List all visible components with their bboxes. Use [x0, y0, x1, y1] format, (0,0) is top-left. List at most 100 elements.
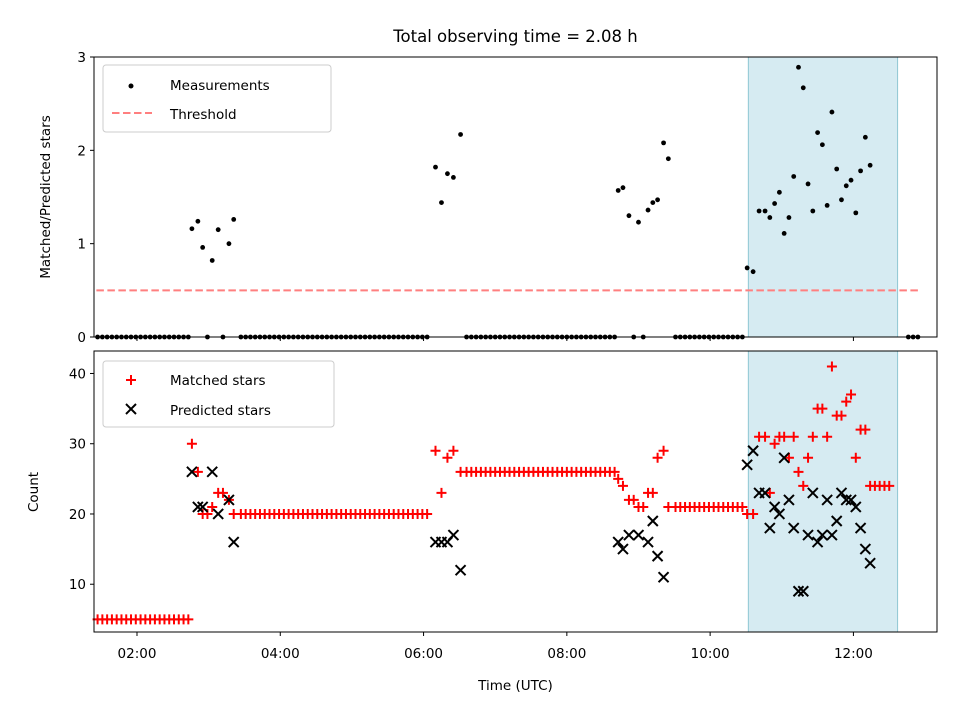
legend-predicted-label: Predicted stars: [170, 403, 271, 419]
predicted-star-point: [454, 564, 467, 576]
bottom-y-ticks: 10 20 30 40: [69, 366, 94, 593]
y-tick-label: 1: [77, 237, 86, 253]
bottom-legend-box: [102, 360, 335, 428]
y-tick-label: 10: [69, 577, 86, 593]
x-tick-label: 08:00: [547, 646, 586, 662]
y-tick-label: 40: [69, 366, 86, 382]
measurement-point: [853, 210, 859, 216]
x-axis-label: Time (UTC): [477, 678, 553, 694]
legend-plus-marker: [126, 375, 136, 385]
top-x-ticks: [136, 337, 854, 341]
matched-star-point: [628, 494, 639, 505]
matched-star-point: [807, 431, 818, 442]
measurement-point: [858, 168, 863, 174]
predicted-star-point: [647, 515, 659, 527]
matched-star-point: [846, 389, 857, 400]
predicted-star-point: [830, 515, 843, 527]
measurement-point: [776, 189, 782, 195]
predicted-star-point: [802, 529, 814, 541]
measurement-point: [433, 164, 438, 170]
legend-threshold-label: Threshold: [169, 107, 237, 123]
matched-star-point: [850, 452, 861, 463]
matched-star-point: [779, 431, 790, 442]
matched-star-point: [760, 431, 771, 442]
predicted-star-point: [657, 571, 670, 583]
predicted-star-point: [850, 501, 862, 513]
measurement-point: [839, 197, 844, 203]
matched-star-point: [186, 438, 197, 449]
top-y-label: Matched/Predicted stars: [38, 115, 54, 278]
matched-star-point: [884, 480, 895, 491]
measurement-point: [451, 175, 456, 180]
measurement-point: [829, 109, 835, 115]
predicted-star-point: [617, 543, 629, 555]
y-tick-label: 3: [77, 50, 86, 66]
measurement-point: [767, 215, 773, 220]
measurement-point: [824, 203, 830, 208]
predicted-star-point: [651, 550, 664, 562]
predicted-star-point: [612, 536, 624, 548]
predicted-star-point: [845, 494, 857, 506]
measurement-point: [458, 132, 463, 137]
x-tick-label: 02:00: [118, 646, 157, 662]
measurement-point: [786, 215, 792, 220]
legend-x-marker: [125, 403, 137, 415]
measurement-point: [231, 217, 237, 222]
legend-measurements-label: Measurements: [170, 78, 270, 94]
x-tick-label: 12:00: [834, 646, 873, 662]
predicted-star-point: [623, 529, 635, 541]
matched-star-point: [613, 473, 624, 484]
measurement-point: [195, 218, 201, 224]
predicted-stars-series: [186, 445, 876, 597]
matched-star-point: [422, 508, 433, 519]
bottom-x-ticks: 02:00 04:00 06:00 08:00 10:00 12:00: [118, 632, 873, 662]
predicted-star-point: [807, 487, 819, 499]
predicted-star-point: [773, 508, 786, 520]
predicted-star-point: [212, 508, 224, 520]
measurement-point: [843, 183, 849, 189]
matched-star-point: [788, 431, 799, 442]
matched-star-point: [822, 431, 833, 442]
measurement-point: [215, 227, 221, 233]
matched-star-point: [783, 452, 794, 463]
matched-star-point: [798, 480, 809, 491]
matched-star-point: [793, 466, 804, 477]
matched-star-point: [442, 452, 453, 463]
matched-star-point: [652, 452, 663, 463]
predicted-star-point: [826, 529, 838, 541]
predicted-star-point: [206, 466, 218, 478]
measurement-point: [762, 208, 768, 214]
matched-star-point: [769, 438, 780, 449]
measurement-point: [626, 213, 632, 219]
matched-star-point: [826, 361, 837, 372]
measurement-point: [209, 258, 215, 263]
matched-star-point: [436, 487, 447, 498]
matched-star-point: [183, 614, 194, 625]
measurement-point: [750, 269, 756, 275]
predicted-star-point: [632, 529, 645, 541]
top-panel: 0 1 2 3 Matched/Predicted stars Measurement…: [38, 50, 938, 346]
measurement-point: [756, 208, 762, 214]
predicted-star-point: [747, 445, 759, 457]
matched-star-point: [860, 424, 871, 435]
predicted-star-point: [186, 466, 198, 478]
matched-star-point: [841, 396, 852, 407]
measurement-point: [189, 226, 195, 232]
predicted-star-point: [821, 494, 833, 506]
predicted-star-point: [778, 452, 790, 464]
predicted-star-point: [447, 529, 460, 541]
measurement-point: [445, 171, 450, 177]
measurement-point: [862, 134, 868, 140]
predicted-star-point: [788, 522, 800, 534]
measurement-point: [819, 142, 825, 148]
predicted-star-point: [223, 494, 235, 506]
matched-star-point: [647, 487, 658, 498]
bottom-axes-frame: [93, 350, 938, 633]
predicted-star-point: [854, 522, 867, 534]
matched-star-point: [638, 501, 649, 512]
legend-dot-marker: [128, 83, 134, 89]
predicted-star-point: [792, 585, 805, 597]
chart-title: Total observing time = 2.08 h: [392, 27, 637, 46]
